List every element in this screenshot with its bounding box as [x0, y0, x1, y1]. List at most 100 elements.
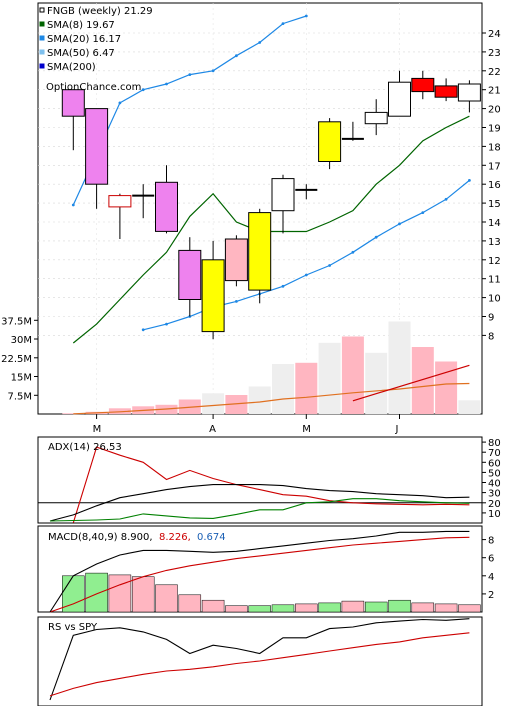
macd-histogram-bar — [271, 604, 295, 613]
macd-histogram-bar — [85, 572, 108, 613]
adx-y-tick-label: 70 — [488, 448, 501, 459]
volume-bar — [248, 386, 271, 414]
macd-signal-line — [49, 536, 470, 613]
price-y-tick-label: 8 — [488, 331, 494, 342]
sma50-point — [211, 69, 215, 73]
sma20-point — [165, 322, 168, 326]
adx-y-tick-label: 30 — [488, 489, 501, 500]
sma20-point — [398, 222, 401, 226]
legend-swatch — [39, 35, 45, 41]
legend-entry: SMA(20) 16.17 — [47, 34, 121, 45]
sma20-point — [281, 284, 285, 288]
price-y-tick-label: 13 — [488, 237, 501, 248]
adx-y-tick-label: 40 — [488, 479, 501, 490]
adx-y-tick-label: 80 — [488, 438, 501, 449]
sma20-point — [235, 300, 238, 303]
volume-y-tick-label: 30M — [11, 335, 32, 346]
volume-bar — [365, 352, 388, 415]
candle-body — [271, 178, 295, 212]
di-plus-line — [49, 484, 470, 522]
legend-entry: FNGB (weekly) 21.29 — [47, 6, 153, 17]
candle-body — [248, 212, 272, 291]
sma20-point — [304, 273, 308, 277]
macd-label: MACD(8,40,9) 8.900, — [48, 532, 153, 543]
sma50-point — [141, 88, 145, 92]
price-y-tick-label: 22 — [488, 67, 501, 78]
volume-bar — [272, 364, 294, 414]
candle-body — [85, 108, 109, 185]
sma50-point — [188, 73, 192, 76]
adx-y-tick-label: 60 — [488, 458, 501, 469]
macd-histogram-bar — [458, 604, 481, 613]
sma20-point — [444, 197, 448, 201]
price-y-tick-label: 15 — [488, 199, 501, 210]
adx-y-tick-label: 10 — [488, 509, 501, 520]
macd-histogram-bar — [131, 576, 155, 613]
price-y-tick-label: 16 — [488, 180, 501, 191]
macd-histogram-bar — [388, 599, 411, 613]
macd-histogram-bar — [201, 599, 225, 613]
price-y-tick-label: 23 — [488, 48, 501, 59]
macd-histogram-bar — [341, 600, 365, 613]
sma50-point — [118, 101, 122, 105]
price-y-tick-label: 19 — [488, 124, 501, 135]
candle-body — [457, 83, 481, 102]
volume-bar — [388, 321, 411, 414]
x-axis-label: A — [209, 424, 216, 435]
volume-y-tick-label: 7.5M — [7, 391, 32, 402]
sma50-point — [71, 203, 75, 207]
volume-bar — [225, 395, 248, 414]
rs-label: RS vs SPY — [48, 622, 98, 633]
candle-body — [318, 121, 342, 163]
macd-histogram-bar — [318, 602, 341, 613]
candle-body — [224, 238, 248, 282]
volume-y-tick-label: 22.5M — [1, 354, 32, 365]
macd-y-tick-label: 8 — [488, 536, 494, 547]
sma20-point — [351, 250, 355, 254]
macd-histogram-bar — [411, 602, 435, 613]
price-y-tick-label: 24 — [488, 29, 501, 40]
candle-body — [411, 77, 435, 93]
sma20-point — [374, 235, 378, 239]
rs-panel-frame — [37, 616, 483, 706]
sma50-point — [235, 54, 238, 58]
x-axis-label: J — [395, 424, 399, 435]
sma8-line — [72, 115, 470, 344]
macd-y-tick-label: 4 — [488, 572, 494, 583]
volume-bar — [435, 361, 458, 414]
candle-body — [434, 85, 458, 98]
volume-average-line — [73, 382, 470, 415]
macd-y-tick-label: 6 — [488, 554, 494, 565]
macd-histogram-bar — [434, 603, 458, 613]
candle-body — [178, 249, 202, 300]
volume-bar — [341, 336, 364, 414]
price-y-tick-label: 12 — [488, 256, 501, 267]
macd-histogram-value: 0.674 — [197, 532, 226, 543]
di-minus-line — [49, 498, 470, 522]
macd-histogram-bar — [225, 605, 248, 613]
macd-line — [49, 530, 470, 613]
adx-panel-frame — [37, 436, 483, 524]
legend-entry: SMA(200) — [47, 62, 96, 73]
legend-swatch — [39, 63, 45, 69]
sma20-point — [468, 179, 471, 182]
sma20-point — [328, 264, 331, 267]
price-y-tick-label: 20 — [488, 105, 501, 116]
candle-body — [108, 195, 132, 208]
price-y-tick-label: 14 — [488, 218, 501, 229]
candle-body — [155, 181, 178, 232]
legend-entry: SMA(50) 6.47 — [47, 48, 115, 59]
candle-body — [201, 259, 225, 333]
sma50-point — [165, 82, 168, 86]
price-y-tick-label: 18 — [488, 142, 501, 153]
macd-histogram-bar — [248, 605, 271, 613]
adx-y-tick-label: 50 — [488, 468, 501, 479]
price-y-tick-label: 9 — [488, 313, 494, 324]
macd-histogram-bar — [364, 601, 388, 613]
volume-bar — [458, 400, 481, 415]
macd-y-tick-label: 2 — [488, 590, 494, 601]
volume-trend-line — [352, 364, 470, 402]
legend-swatch — [39, 7, 45, 13]
